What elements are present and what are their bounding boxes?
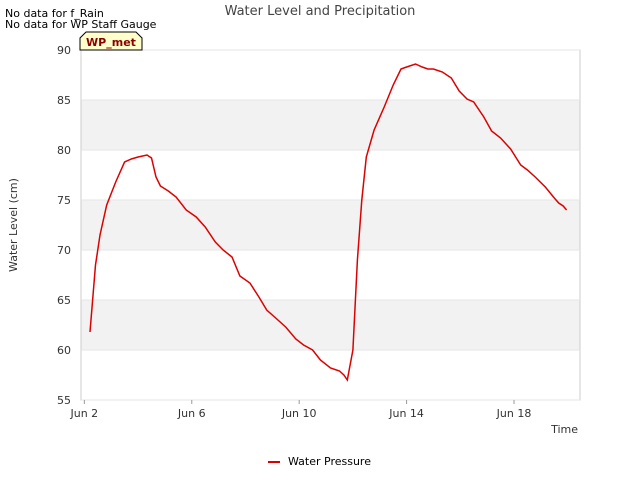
series-line-water-pressure: [89, 63, 568, 382]
y-axis-label: Water Level (cm): [7, 178, 20, 272]
background-bands: [81, 100, 580, 350]
band-80-85: [81, 100, 580, 150]
y-axis-ticks: 55 60 65 70 75 80 85 90: [57, 44, 580, 407]
y-tick-label: 80: [57, 144, 71, 157]
station-badge: WP_met: [79, 31, 143, 51]
x-tick-label: Jun 10: [281, 407, 317, 420]
station-badge-shape: [79, 31, 143, 51]
y-tick-label: 55: [57, 394, 71, 407]
chart-title: Water Level and Precipitation: [225, 4, 416, 19]
no-data-note-rain: No data for f_Rain: [5, 7, 104, 20]
y-tick-label: 65: [57, 294, 71, 307]
station-badge-label: WP_met: [86, 36, 136, 49]
band-70-75: [81, 200, 580, 250]
y-tick-label: 60: [57, 344, 71, 357]
y-tick-label: 90: [57, 44, 71, 57]
x-axis-label: Time: [550, 423, 578, 436]
y-tick-label: 70: [57, 244, 71, 257]
x-tick-label: Jun 18: [496, 407, 532, 420]
x-tick-label: Jun 6: [177, 407, 206, 420]
x-tick-label: Jun 14: [388, 407, 424, 420]
no-data-note-staff-gauge: No data for WP Staff Gauge: [5, 18, 157, 31]
x-tick-label: Jun 2: [70, 407, 99, 420]
legend: Water Pressure: [268, 455, 371, 468]
y-tick-label: 85: [57, 94, 71, 107]
band-60-65: [81, 300, 580, 350]
x-axis-ticks: Jun 2 Jun 6 Jun 10 Jun 14 Jun 18: [70, 400, 532, 420]
y-tick-label: 75: [57, 194, 71, 207]
legend-label-water-pressure: Water Pressure: [288, 455, 371, 468]
